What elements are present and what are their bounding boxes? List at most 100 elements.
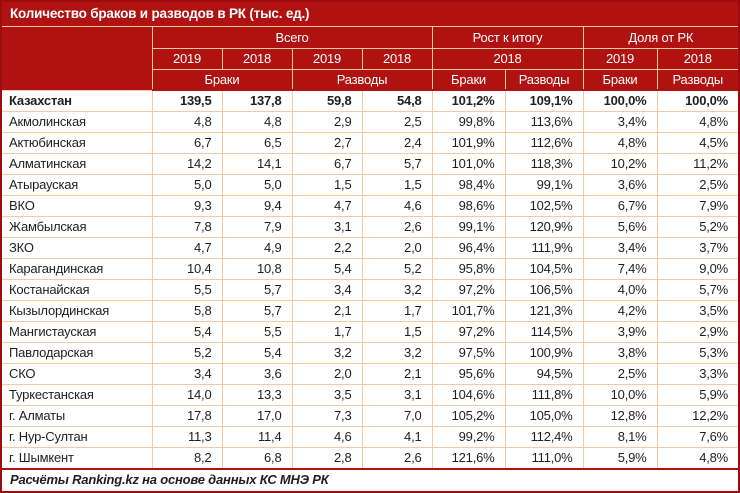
type-header-divorces: Разводы	[291, 68, 433, 91]
table-row: Жамбылская 7,8 7,9 3,1 2,6 99,1% 120,9% 5,6% 5,2…	[2, 215, 738, 238]
region-cell: Атырауская	[2, 173, 153, 196]
value-cell: 112,4%	[504, 425, 584, 448]
value-cell: 100,0%	[656, 89, 738, 112]
region-cell: Жамбылская	[2, 215, 153, 238]
value-cell: 4,8	[221, 110, 293, 133]
table-row: г. Нур-Султан 11,3 11,4 4,6 4,1 99,2% 112,4% 8,…	[2, 425, 738, 448]
value-cell: 101,0%	[431, 152, 506, 175]
table-row: СКО 3,4 3,6 2,0 2,1 95,6% 94,5% 2,5% 3,3%	[2, 362, 738, 385]
region-cell: Мангистауская	[2, 320, 153, 343]
region-cell: Павлодарская	[2, 341, 153, 364]
value-cell: 7,0	[361, 404, 433, 427]
value-cell: 5,0	[151, 173, 223, 196]
value-cell: 111,9%	[504, 236, 584, 259]
table-row: г. Алматы 17,8 17,0 7,3 7,0 105,2% 105,0% 12,8%…	[2, 404, 738, 427]
value-cell: 8,2	[151, 446, 223, 468]
value-cell: 3,6%	[582, 173, 658, 196]
value-cell: 2,9	[291, 110, 363, 133]
value-cell: 5,7	[221, 299, 293, 322]
value-cell: 95,8%	[431, 257, 506, 280]
value-cell: 2,1	[361, 362, 433, 385]
type-header-divorces: Разводы	[656, 68, 738, 91]
table-body: Казахстан 139,5 137,8 59,8 54,8 101,2% 109,1% 1…	[2, 89, 738, 468]
value-cell: 12,2%	[656, 404, 738, 427]
value-cell: 111,0%	[504, 446, 584, 468]
type-header-divorces: Разводы	[504, 68, 584, 91]
value-cell: 10,0%	[582, 383, 658, 406]
type-header-marriages: Браки	[582, 68, 658, 91]
value-cell: 5,2%	[656, 215, 738, 238]
value-cell: 4,7	[151, 236, 223, 259]
value-cell: 3,5%	[656, 299, 738, 322]
value-cell: 104,5%	[504, 257, 584, 280]
table-row: Павлодарская 5,2 5,4 3,2 3,2 97,5% 100,9% 3,8% 5…	[2, 341, 738, 364]
value-cell: 106,5%	[504, 278, 584, 301]
value-cell: 105,0%	[504, 404, 584, 427]
value-cell: 104,6%	[431, 383, 506, 406]
value-cell: 3,9%	[582, 320, 658, 343]
table-row: Костанайская 5,5 5,7 3,4 3,2 97,2% 106,5% 4,0% 5…	[2, 278, 738, 301]
value-cell: 5,7%	[656, 278, 738, 301]
value-cell: 14,1	[221, 152, 293, 175]
year-header: 2019	[152, 47, 223, 70]
value-cell: 14,0	[151, 383, 223, 406]
table-row: Кызылординская 5,8 5,7 2,1 1,7 101,7% 121,3% 4,…	[2, 299, 738, 322]
value-cell: 99,1%	[504, 173, 584, 196]
year-header: 2019	[582, 47, 658, 70]
value-cell: 59,8	[291, 89, 363, 112]
value-cell: 3,1	[291, 215, 363, 238]
value-cell: 5,4	[151, 320, 223, 343]
value-cell: 2,6	[361, 215, 433, 238]
value-cell: 118,3%	[504, 152, 584, 175]
region-cell: Алматинская	[2, 152, 153, 175]
value-cell: 3,6	[221, 362, 293, 385]
value-cell: 1,5	[361, 173, 433, 196]
table-header: Всего Рост к итогу Доля от РК 2019 2018 …	[2, 27, 738, 91]
group-header-share: Доля от РК	[582, 27, 738, 49]
value-cell: 4,6	[361, 194, 433, 217]
value-cell: 4,8%	[582, 131, 658, 154]
value-cell: 2,7	[291, 131, 363, 154]
value-cell: 121,6%	[431, 446, 506, 468]
value-cell: 11,4	[221, 425, 293, 448]
table-row: Мангистауская 5,4 5,5 1,7 1,5 97,2% 114,5% 3,9%…	[2, 320, 738, 343]
year-header: 2018	[221, 47, 293, 70]
header-group-row: Всего Рост к итогу Доля от РК	[2, 27, 738, 91]
value-cell: 10,4	[151, 257, 223, 280]
value-cell: 97,2%	[431, 278, 506, 301]
table-row: Актюбинская 6,7 6,5 2,7 2,4 101,9% 112,6% 4,8% 4…	[2, 131, 738, 154]
year-header: 2018	[361, 47, 433, 70]
value-cell: 3,8%	[582, 341, 658, 364]
value-cell: 5,5	[221, 320, 293, 343]
region-cell: Костанайская	[2, 278, 153, 301]
value-cell: 2,4	[361, 131, 433, 154]
region-cell: ВКО	[2, 194, 153, 217]
table-title: Количество браков и разводов в РК (тыс. …	[2, 2, 738, 27]
region-cell: г. Алматы	[2, 404, 153, 427]
value-cell: 12,8%	[582, 404, 658, 427]
group-header-total: Всего	[151, 27, 433, 49]
value-cell: 5,9%	[582, 446, 658, 468]
value-cell: 5,2	[151, 341, 223, 364]
region-cell: Кызылординская	[2, 299, 153, 322]
region-cell: Казахстан	[2, 89, 153, 112]
value-cell: 4,1	[361, 425, 433, 448]
type-header-marriages: Браки	[152, 68, 293, 91]
value-cell: 96,4%	[431, 236, 506, 259]
region-cell: ЗКО	[2, 236, 153, 259]
value-cell: 6,7	[151, 131, 223, 154]
value-cell: 17,0	[221, 404, 293, 427]
value-cell: 9,3	[151, 194, 223, 217]
value-cell: 3,5	[291, 383, 363, 406]
value-cell: 6,7%	[582, 194, 658, 217]
value-cell: 9,0%	[656, 257, 738, 280]
value-cell: 5,6%	[582, 215, 658, 238]
value-cell: 2,6	[361, 446, 433, 468]
value-cell: 14,2	[151, 152, 223, 175]
value-cell: 1,5	[361, 320, 433, 343]
value-cell: 3,2	[361, 341, 433, 364]
value-cell: 4,2%	[582, 299, 658, 322]
value-cell: 13,3	[221, 383, 293, 406]
region-cell: Акмолинская	[2, 110, 153, 133]
